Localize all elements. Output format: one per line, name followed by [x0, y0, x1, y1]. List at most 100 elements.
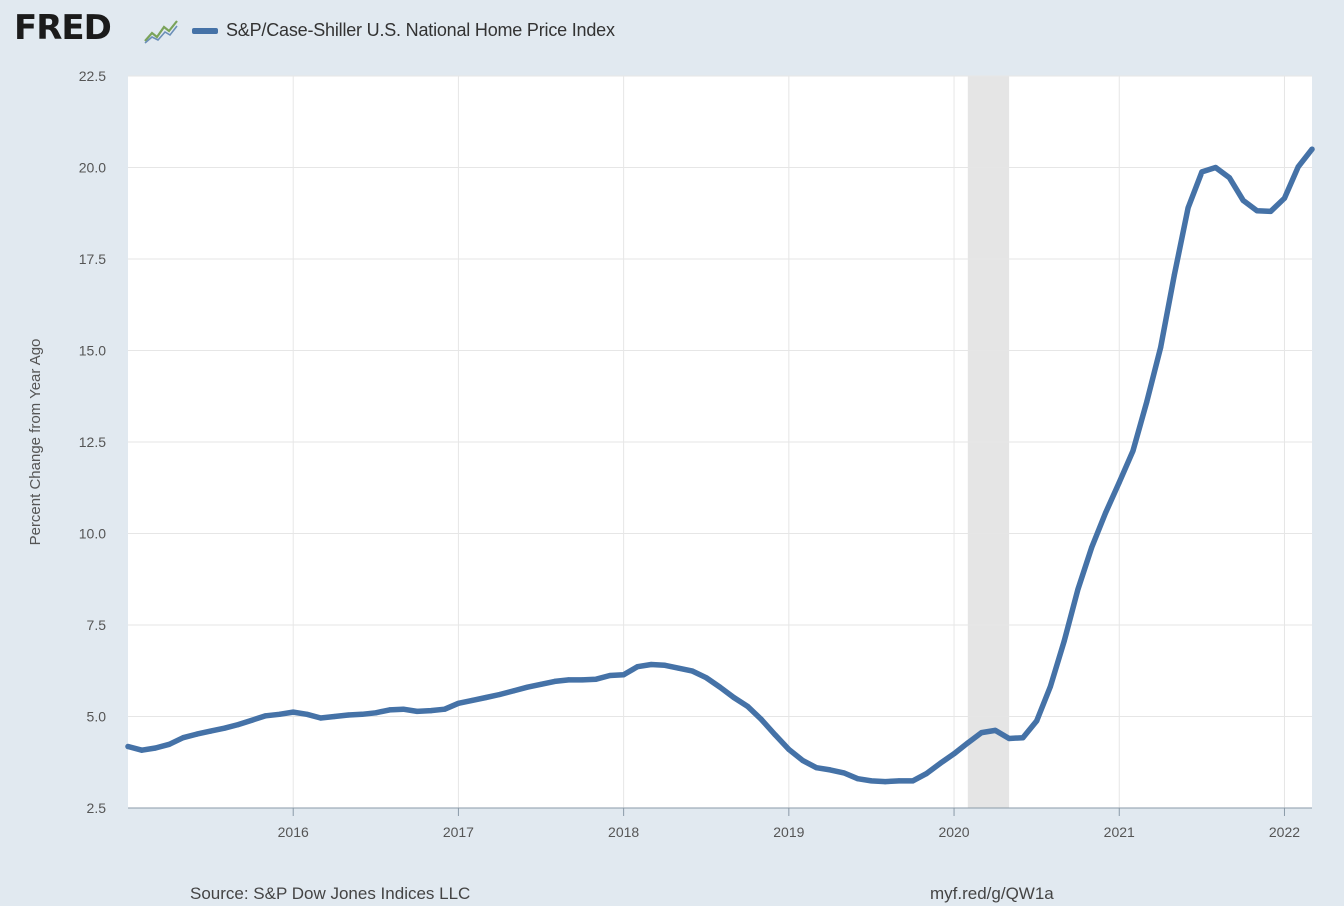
- data-point: [827, 767, 833, 773]
- data-point: [579, 677, 585, 683]
- legend-swatch: [192, 27, 218, 34]
- x-tick-label: 2020: [938, 824, 969, 840]
- data-point: [717, 684, 723, 690]
- data-point: [1102, 510, 1109, 516]
- data-point: [1185, 205, 1191, 211]
- y-tick-label: 10.0: [79, 526, 106, 542]
- source-note: Source: S&P Dow Jones Indices LLC: [190, 884, 471, 903]
- data-point: [634, 664, 641, 670]
- data-point: [276, 711, 282, 717]
- data-point: [882, 779, 888, 785]
- data-point: [979, 730, 985, 736]
- data-point: [923, 771, 930, 777]
- data-point: [469, 697, 475, 704]
- data-point: [744, 703, 751, 709]
- x-tick-label: 2021: [1104, 824, 1135, 840]
- y-tick-label: 7.5: [87, 617, 107, 633]
- data-point: [1116, 479, 1122, 485]
- data-point: [483, 694, 489, 701]
- data-point: [235, 722, 241, 728]
- data-point: [1281, 195, 1288, 201]
- data-point: [855, 776, 861, 782]
- data-point: [1034, 718, 1040, 724]
- data-point: [689, 668, 696, 674]
- y-tick-label: 12.5: [79, 434, 106, 450]
- data-point: [359, 711, 365, 717]
- data-point: [813, 765, 820, 771]
- x-tick-label: 2022: [1269, 824, 1300, 840]
- data-point: [1254, 208, 1260, 214]
- y-tick-label: 22.5: [79, 68, 106, 84]
- data-point: [607, 672, 613, 679]
- data-point: [208, 728, 214, 734]
- data-point: [552, 678, 558, 685]
- data-point: [538, 681, 544, 687]
- data-point: [510, 688, 517, 694]
- data-point: [1061, 638, 1067, 644]
- y-tick-label: 2.5: [87, 800, 107, 816]
- data-point: [965, 740, 971, 746]
- short-link[interactable]: myf.red/g/QW1a: [930, 884, 1054, 903]
- data-point: [331, 713, 338, 720]
- data-point: [951, 751, 957, 757]
- data-point: [662, 662, 668, 668]
- data-point: [1295, 164, 1301, 170]
- data-point: [194, 731, 200, 737]
- data-point: [304, 711, 310, 717]
- x-tick-label: 2018: [608, 824, 639, 840]
- data-point: [896, 778, 902, 784]
- data-point: [566, 677, 572, 683]
- data-point: [455, 700, 461, 706]
- data-point: [621, 672, 627, 678]
- data-point: [841, 770, 847, 776]
- data-point: [442, 706, 448, 712]
- data-point: [676, 665, 682, 671]
- legend-label: S&P/Case-Shiller U.S. National Home Pric…: [226, 20, 615, 40]
- data-point: [786, 746, 792, 753]
- data-point: [937, 760, 943, 766]
- data-point: [1309, 146, 1315, 152]
- data-point: [1240, 197, 1246, 203]
- data-point: [910, 778, 916, 784]
- data-point: [221, 725, 227, 731]
- data-point: [180, 735, 186, 741]
- data-point: [1268, 208, 1274, 214]
- chart-header: FRED S&P/Case-Shiller U.S. National Home…: [0, 0, 1344, 70]
- data-point: [1144, 399, 1150, 405]
- data-point: [1006, 735, 1012, 742]
- data-point: [497, 691, 503, 698]
- line-chart-icon: [142, 17, 180, 45]
- data-point: [166, 741, 172, 747]
- data-point: [290, 709, 296, 715]
- data-point: [1047, 683, 1053, 690]
- data-point: [152, 745, 159, 751]
- data-point: [400, 706, 406, 712]
- data-point: [992, 727, 998, 734]
- data-point: [318, 715, 324, 721]
- fred-logo[interactable]: FRED: [14, 8, 112, 48]
- data-point: [373, 710, 379, 716]
- chart-legend[interactable]: S&P/Case-Shiller U.S. National Home Pric…: [192, 20, 615, 41]
- x-tick-label: 2017: [443, 824, 474, 840]
- data-point: [139, 747, 145, 753]
- data-point: [263, 713, 269, 719]
- x-tick-label: 2016: [278, 824, 309, 840]
- data-point: [1158, 345, 1164, 351]
- data-point: [414, 708, 420, 715]
- data-point: [1020, 735, 1026, 741]
- data-point: [758, 716, 764, 723]
- data-point: [125, 743, 131, 750]
- data-point: [345, 712, 351, 718]
- data-point: [868, 778, 875, 784]
- data-point: [1171, 272, 1177, 278]
- y-axis-label: Percent Change from Year Ago: [27, 339, 44, 546]
- y-tick-label: 20.0: [79, 160, 106, 176]
- data-point: [1075, 586, 1081, 592]
- data-point: [524, 684, 530, 690]
- y-tick-label: 17.5: [79, 251, 106, 267]
- data-point: [1199, 169, 1205, 175]
- data-point: [731, 694, 737, 701]
- data-point: [428, 708, 434, 714]
- y-tick-label: 5.0: [87, 709, 107, 725]
